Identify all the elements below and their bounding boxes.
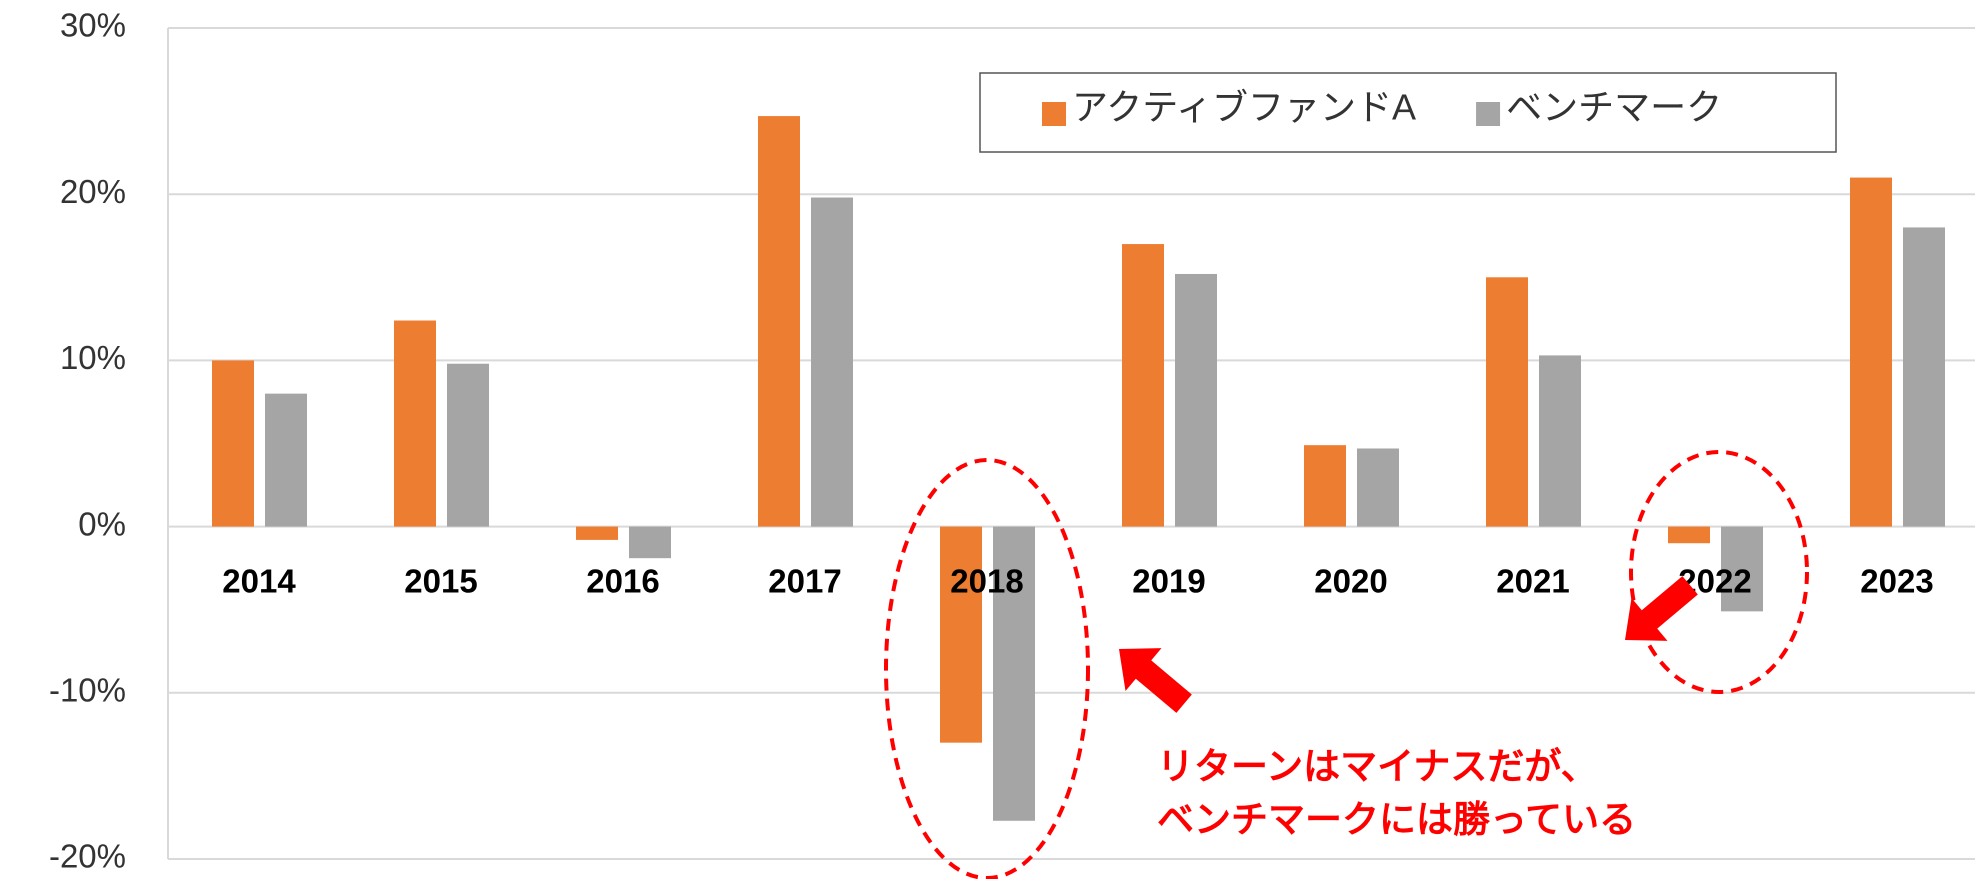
annotation: ベンチマークには勝っている bbox=[1157, 799, 1636, 840]
bar bbox=[576, 526, 618, 540]
legend-swatch bbox=[1042, 102, 1066, 126]
bar bbox=[212, 360, 254, 527]
y-tick-label: 0% bbox=[78, 505, 126, 542]
x-tick-label: 2015 bbox=[404, 563, 477, 600]
bar bbox=[1486, 277, 1528, 527]
highlight-circle bbox=[884, 458, 1090, 879]
bar bbox=[1668, 526, 1710, 544]
y-tick-label: -20% bbox=[49, 838, 126, 875]
x-tick-label: 2023 bbox=[1860, 563, 1933, 600]
bars bbox=[212, 116, 1945, 821]
x-tick-label: 2017 bbox=[768, 563, 841, 600]
x-tick-label: 2021 bbox=[1496, 563, 1569, 600]
annotation: リターンはマイナスだが、 bbox=[1157, 746, 1598, 787]
labels: -20% -10% 0% 10% 20% 30% 2014 2015 2016 2017 2018 2… bbox=[49, 7, 1934, 875]
y-tick-label: -10% bbox=[49, 672, 126, 709]
bar bbox=[811, 197, 853, 527]
bar bbox=[1304, 445, 1346, 527]
bar bbox=[1539, 355, 1581, 527]
y-tick-label: 20% bbox=[60, 173, 126, 210]
bar bbox=[447, 363, 489, 527]
x-tick-label: 2016 bbox=[586, 563, 659, 600]
bar bbox=[1122, 244, 1164, 527]
legend-label: アクティブファンドA bbox=[1072, 87, 1416, 128]
x-tick-label: 2014 bbox=[222, 563, 296, 600]
arrow bbox=[1625, 576, 1698, 641]
bar bbox=[1903, 227, 1945, 527]
x-tick-label: 2020 bbox=[1314, 563, 1387, 600]
legend: アクティブファンドA ベンチマーク bbox=[1042, 87, 1722, 128]
legend-swatch bbox=[1476, 102, 1501, 126]
bar bbox=[265, 393, 307, 527]
bar bbox=[758, 116, 800, 527]
legend-box bbox=[979, 72, 1837, 153]
bar bbox=[940, 526, 982, 743]
bar bbox=[1357, 448, 1399, 527]
arrow bbox=[1119, 648, 1192, 713]
legend-label: ベンチマーク bbox=[1506, 87, 1722, 128]
y-tick-label: 30% bbox=[60, 7, 126, 44]
x-tick-label: 2018 bbox=[950, 563, 1023, 600]
y-tick-label: 10% bbox=[60, 339, 126, 376]
x-tick-label: 2019 bbox=[1132, 563, 1205, 600]
bar bbox=[1175, 273, 1217, 527]
bar bbox=[1850, 177, 1892, 527]
highlight-circle bbox=[1629, 450, 1809, 694]
bar bbox=[629, 526, 671, 559]
bar bbox=[993, 526, 1035, 821]
bar bbox=[1721, 526, 1763, 612]
bar bbox=[394, 320, 436, 527]
